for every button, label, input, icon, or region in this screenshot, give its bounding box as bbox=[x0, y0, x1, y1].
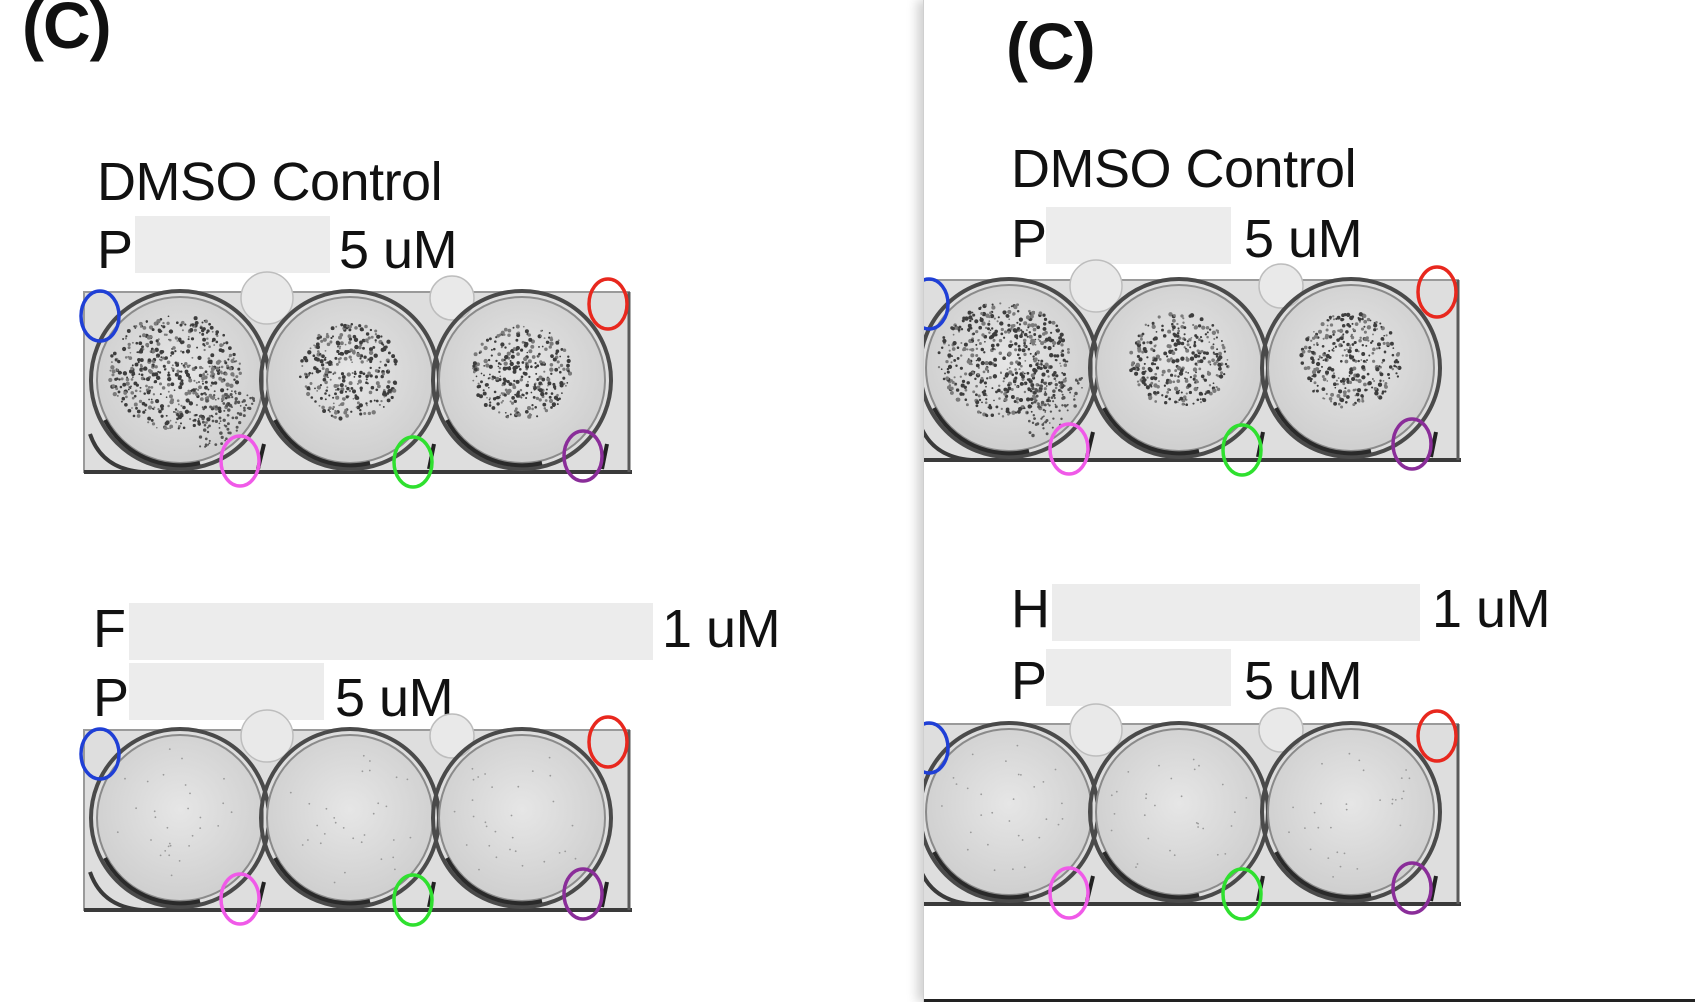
redaction-box bbox=[135, 216, 330, 273]
speckle bbox=[453, 756, 577, 871]
well-shadow bbox=[273, 857, 371, 906]
plate-corner bbox=[88, 433, 143, 474]
colony-cluster bbox=[472, 324, 573, 419]
lid-ring bbox=[240, 271, 294, 325]
marker-red-ellipse bbox=[1416, 265, 1458, 319]
well-shadow bbox=[1102, 851, 1200, 900]
well-shadow bbox=[1274, 851, 1372, 900]
redaction-box bbox=[1052, 584, 1420, 641]
marker-green-ellipse bbox=[1221, 867, 1263, 921]
marker-purple-ellipse bbox=[562, 429, 604, 483]
six-well-plate bbox=[924, 259, 1506, 477]
speckle bbox=[289, 754, 412, 884]
marker-green-ellipse bbox=[1221, 423, 1263, 477]
plate-mark bbox=[600, 881, 609, 908]
lid-ring bbox=[1069, 259, 1123, 313]
speckle bbox=[941, 744, 1064, 872]
well-shadow bbox=[103, 857, 201, 906]
marker-purple-ellipse bbox=[562, 867, 604, 921]
plate-corner bbox=[924, 872, 972, 906]
well bbox=[438, 734, 606, 902]
plate-corner bbox=[924, 428, 972, 462]
well-shadow bbox=[932, 407, 1030, 456]
well-rim bbox=[1260, 277, 1442, 459]
compound-prefix: P bbox=[1011, 209, 1047, 269]
speckle bbox=[116, 748, 233, 877]
redaction-box bbox=[1046, 207, 1231, 264]
well-shadow bbox=[445, 857, 543, 906]
concentration-label: 5 uM bbox=[1244, 209, 1363, 269]
marker-pink-ellipse bbox=[219, 434, 261, 488]
marker-blue-ellipse bbox=[79, 289, 121, 343]
well-shadow bbox=[445, 419, 543, 468]
marker-pink-ellipse bbox=[1048, 866, 1090, 920]
lid-ring bbox=[429, 275, 475, 321]
well bbox=[96, 734, 264, 902]
marker-blue-ellipse bbox=[79, 727, 121, 781]
lid-ring bbox=[1258, 263, 1304, 309]
well-shadow bbox=[1102, 407, 1200, 456]
redaction-box bbox=[129, 663, 324, 720]
concentration-label: 5 uM bbox=[335, 668, 454, 728]
marker-blue-ellipse bbox=[924, 277, 950, 331]
panel-label: (C) bbox=[22, 0, 112, 62]
lid-ring bbox=[240, 709, 294, 763]
panel-label: (C) bbox=[1006, 9, 1096, 83]
compound-prefix: P bbox=[1011, 651, 1047, 711]
colony-cluster bbox=[298, 322, 398, 421]
lid-ring bbox=[1069, 703, 1123, 757]
six-well-plate bbox=[79, 271, 677, 489]
well bbox=[1267, 728, 1435, 896]
marker-red-ellipse bbox=[587, 277, 629, 331]
marker-red-ellipse bbox=[1416, 709, 1458, 763]
speckle bbox=[1110, 758, 1248, 868]
redaction-box bbox=[129, 603, 653, 660]
marker-pink-ellipse bbox=[219, 872, 261, 926]
marker-purple-ellipse bbox=[1391, 417, 1433, 471]
plate-image bbox=[924, 259, 1461, 477]
well-shadow bbox=[1274, 407, 1372, 456]
well-rim bbox=[431, 727, 613, 909]
six-well-plate bbox=[79, 709, 677, 927]
plate-image bbox=[79, 709, 632, 927]
plate-image bbox=[924, 703, 1461, 921]
compound-prefix: P bbox=[93, 668, 129, 728]
well-shadow bbox=[273, 419, 371, 468]
concentration-label: 1 uM bbox=[662, 599, 781, 659]
figure-panel-right: (C) DMSO Control P 5 uM H 1 uM P 5 uM bbox=[923, 0, 1695, 1002]
lid-ring bbox=[1258, 707, 1304, 753]
concentration-label: 5 uM bbox=[339, 220, 458, 280]
marker-purple-ellipse bbox=[1391, 861, 1433, 915]
well-shadow bbox=[103, 419, 201, 468]
colony-cluster bbox=[1129, 312, 1230, 407]
marker-green-ellipse bbox=[392, 873, 434, 927]
marker-green-ellipse bbox=[392, 435, 434, 489]
compound-prefix: H bbox=[1011, 579, 1050, 639]
plate-mark bbox=[600, 443, 609, 470]
lid-ring bbox=[429, 713, 475, 759]
marker-pink-ellipse bbox=[1048, 422, 1090, 476]
redaction-box bbox=[1046, 649, 1231, 706]
six-well-plate bbox=[924, 703, 1506, 921]
figure-panel-left: (C) DMSO Control P 5 uM F 1 uM P 5 uM bbox=[22, 0, 781, 927]
plate-mark bbox=[1429, 431, 1438, 458]
well-rim bbox=[431, 289, 613, 471]
plate-title: DMSO Control bbox=[97, 152, 443, 212]
plate-title: DMSO Control bbox=[1011, 139, 1357, 199]
colony-cluster bbox=[108, 315, 256, 448]
compound-prefix: P bbox=[97, 220, 133, 280]
plate-image bbox=[79, 271, 632, 489]
plate-corner bbox=[88, 871, 143, 912]
marker-blue-ellipse bbox=[924, 721, 950, 775]
well-rim bbox=[1260, 721, 1442, 903]
marker-red-ellipse bbox=[587, 715, 629, 769]
speckle bbox=[1288, 752, 1411, 878]
well-shadow bbox=[932, 851, 1030, 900]
well bbox=[925, 728, 1093, 896]
plate-mark bbox=[1429, 875, 1438, 902]
compound-prefix: F bbox=[93, 599, 126, 659]
concentration-label: 1 uM bbox=[1432, 579, 1551, 639]
concentration-label: 5 uM bbox=[1244, 651, 1363, 711]
colony-cluster bbox=[1299, 312, 1402, 409]
